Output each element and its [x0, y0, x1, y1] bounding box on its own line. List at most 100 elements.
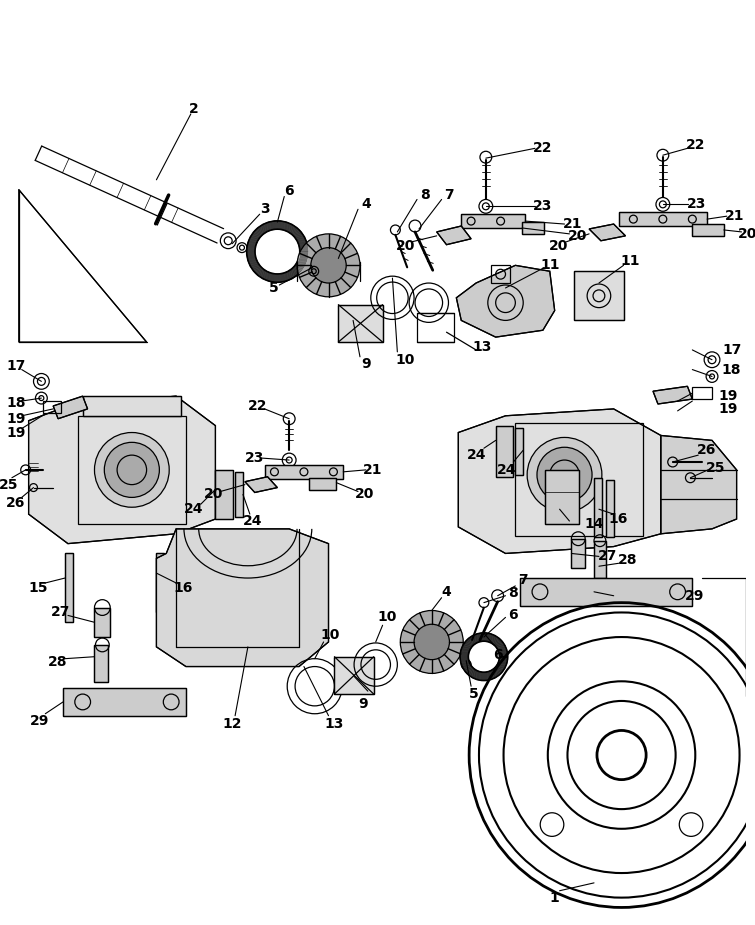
- Bar: [692, 224, 724, 236]
- Text: 18: 18: [6, 396, 26, 410]
- Bar: [606, 480, 614, 536]
- Polygon shape: [29, 396, 215, 544]
- Text: 16: 16: [609, 512, 628, 526]
- Text: 5: 5: [469, 687, 479, 701]
- Bar: [545, 470, 579, 524]
- Text: 10: 10: [378, 610, 397, 624]
- Bar: [156, 553, 165, 612]
- Bar: [334, 657, 374, 694]
- Text: 12: 12: [223, 717, 242, 731]
- Polygon shape: [53, 396, 88, 419]
- Text: 9: 9: [361, 357, 371, 371]
- Bar: [594, 541, 606, 578]
- Text: 7: 7: [444, 188, 453, 202]
- Bar: [156, 553, 165, 612]
- Text: 22: 22: [533, 142, 553, 155]
- Text: 29: 29: [29, 713, 49, 728]
- Text: 19: 19: [718, 401, 738, 416]
- Text: 19: 19: [718, 389, 738, 403]
- Text: 27: 27: [51, 606, 71, 620]
- Bar: [309, 477, 337, 489]
- Bar: [594, 477, 602, 536]
- Bar: [215, 470, 233, 519]
- Bar: [65, 553, 72, 623]
- Bar: [496, 426, 513, 476]
- Text: 1: 1: [550, 891, 559, 905]
- Text: 28: 28: [48, 655, 68, 669]
- Text: 21: 21: [725, 209, 744, 223]
- Bar: [575, 271, 624, 320]
- Text: 23: 23: [686, 197, 706, 212]
- Polygon shape: [436, 226, 471, 245]
- Circle shape: [414, 624, 449, 660]
- Bar: [520, 578, 692, 606]
- Bar: [594, 477, 602, 536]
- Bar: [309, 477, 337, 489]
- Text: 13: 13: [325, 717, 344, 731]
- Text: 6: 6: [509, 609, 518, 623]
- Text: 26: 26: [6, 497, 26, 511]
- Text: 19: 19: [6, 412, 26, 426]
- Bar: [83, 396, 181, 416]
- Text: 10: 10: [321, 628, 341, 642]
- Bar: [264, 465, 344, 479]
- Text: 5: 5: [269, 281, 279, 295]
- Text: 22: 22: [248, 399, 267, 413]
- Bar: [94, 645, 108, 683]
- Bar: [43, 401, 61, 413]
- Polygon shape: [661, 436, 737, 534]
- Polygon shape: [456, 265, 555, 337]
- Bar: [215, 470, 233, 519]
- Text: 20: 20: [738, 227, 755, 240]
- Text: 21: 21: [562, 217, 582, 231]
- Bar: [516, 427, 523, 475]
- Text: 20: 20: [396, 239, 415, 253]
- Text: 27: 27: [598, 549, 618, 563]
- Bar: [692, 224, 724, 236]
- Polygon shape: [156, 529, 328, 667]
- Bar: [522, 222, 544, 234]
- Bar: [235, 472, 243, 517]
- Bar: [692, 388, 712, 399]
- Circle shape: [104, 442, 159, 498]
- Text: 20: 20: [204, 487, 223, 501]
- Bar: [78, 416, 186, 524]
- Text: 4: 4: [361, 197, 371, 212]
- Text: 20: 20: [355, 487, 374, 501]
- Bar: [235, 472, 243, 517]
- Polygon shape: [653, 387, 692, 404]
- Polygon shape: [247, 221, 308, 282]
- Bar: [94, 608, 110, 637]
- Bar: [522, 222, 544, 234]
- Text: 4: 4: [442, 585, 451, 598]
- Text: 17: 17: [6, 359, 26, 373]
- Bar: [338, 304, 383, 342]
- Bar: [572, 538, 585, 568]
- Bar: [264, 465, 344, 479]
- Text: 16: 16: [174, 581, 193, 595]
- Text: 24: 24: [184, 502, 204, 516]
- Bar: [572, 538, 585, 568]
- Bar: [338, 304, 383, 342]
- Text: 3: 3: [260, 203, 270, 216]
- Text: 6: 6: [285, 183, 294, 198]
- Bar: [461, 215, 525, 228]
- Text: 24: 24: [243, 514, 263, 528]
- Bar: [606, 480, 614, 536]
- Circle shape: [400, 610, 464, 673]
- Text: 20: 20: [568, 228, 587, 243]
- Polygon shape: [458, 409, 661, 553]
- Circle shape: [94, 433, 169, 507]
- Bar: [94, 608, 110, 637]
- Bar: [516, 423, 643, 536]
- Bar: [94, 645, 108, 683]
- Bar: [618, 212, 707, 226]
- Text: 23: 23: [533, 200, 553, 214]
- Bar: [83, 396, 181, 416]
- Bar: [520, 578, 692, 606]
- Text: 20: 20: [549, 239, 569, 253]
- Text: 26: 26: [696, 443, 716, 457]
- Text: 6: 6: [493, 648, 503, 661]
- Text: 29: 29: [685, 588, 704, 603]
- Polygon shape: [461, 633, 507, 680]
